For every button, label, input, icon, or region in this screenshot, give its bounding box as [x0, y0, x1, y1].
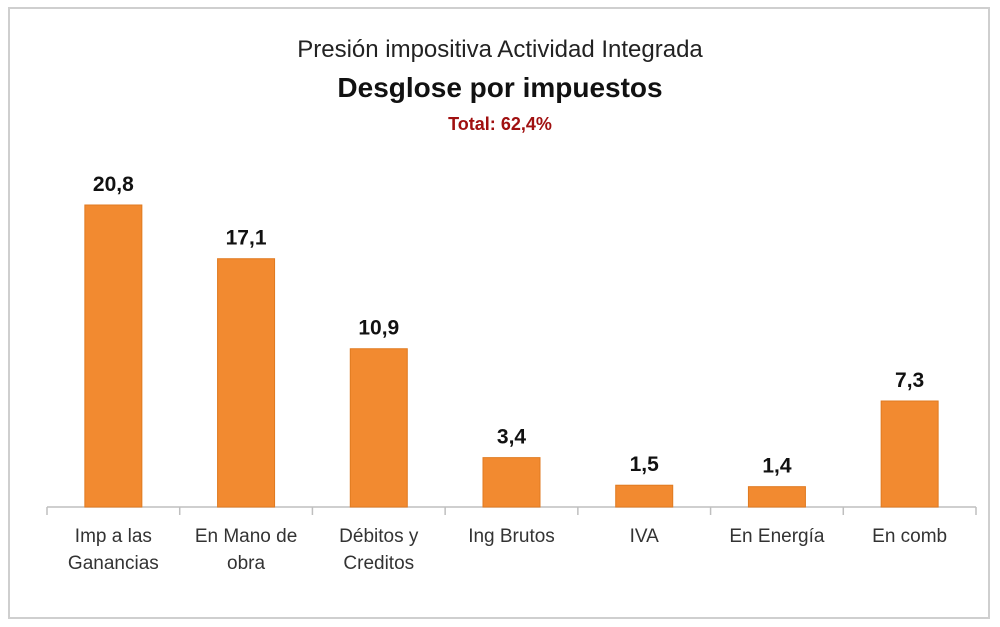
- x-tick-label: Ing Brutos: [468, 526, 555, 547]
- x-tick-label: En comb: [872, 526, 947, 547]
- x-tick-label: En Energía: [729, 526, 824, 547]
- x-tick-label: Ganancias: [68, 553, 159, 574]
- chart-total: Total: 62,4%: [0, 114, 1000, 135]
- data-label: 7,3: [895, 369, 924, 392]
- chart-subtitle: Desglose por impuestos: [337, 72, 663, 103]
- total-value: 62,4%: [500, 114, 552, 134]
- total-label: Total:: [448, 114, 496, 134]
- bar: [615, 484, 674, 508]
- bar: [217, 258, 276, 508]
- x-tick-label: En Mano de: [195, 526, 297, 547]
- x-tick-label: obra: [227, 553, 265, 574]
- data-label: 17,1: [226, 227, 267, 250]
- data-label: 1,4: [762, 455, 792, 478]
- data-label: 20,8: [93, 173, 134, 196]
- bar: [482, 457, 541, 508]
- chart-frame: [8, 7, 990, 619]
- chart-title: Presión impositiva Actividad Integrada: [297, 36, 703, 63]
- x-tick-label: Creditos: [343, 553, 414, 574]
- x-tick-label: IVA: [630, 526, 660, 547]
- bar: [747, 486, 806, 508]
- data-label: 1,5: [630, 453, 660, 476]
- data-label: 3,4: [497, 426, 527, 449]
- bar: [349, 348, 408, 508]
- bar: [880, 400, 939, 508]
- x-tick-label: Imp a las: [75, 526, 152, 547]
- x-tick-label: Débitos y: [339, 526, 419, 547]
- bar: [84, 204, 143, 508]
- data-label: 10,9: [358, 317, 399, 340]
